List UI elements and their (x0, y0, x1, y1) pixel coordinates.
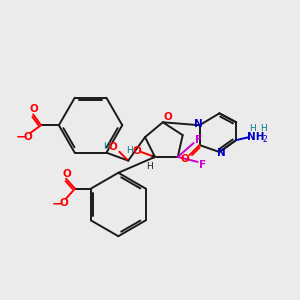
Text: H: H (103, 142, 110, 151)
Text: O: O (24, 132, 32, 142)
Text: H: H (147, 162, 153, 171)
Text: O: O (63, 169, 71, 179)
Text: H: H (261, 124, 267, 133)
Text: H: H (249, 124, 255, 133)
Text: O: O (30, 104, 38, 114)
Text: −: − (52, 197, 62, 210)
Text: N: N (217, 148, 226, 158)
Text: H: H (126, 146, 133, 155)
Text: O: O (164, 112, 172, 122)
Text: O: O (109, 142, 118, 152)
Text: F: F (199, 160, 206, 170)
Text: O: O (133, 146, 142, 156)
Text: 2: 2 (262, 135, 267, 144)
Text: N: N (194, 119, 203, 129)
Text: O: O (60, 199, 68, 208)
Text: NH: NH (247, 132, 265, 142)
Text: −: − (16, 130, 26, 144)
Text: F: F (195, 135, 202, 145)
Text: O: O (180, 154, 189, 164)
